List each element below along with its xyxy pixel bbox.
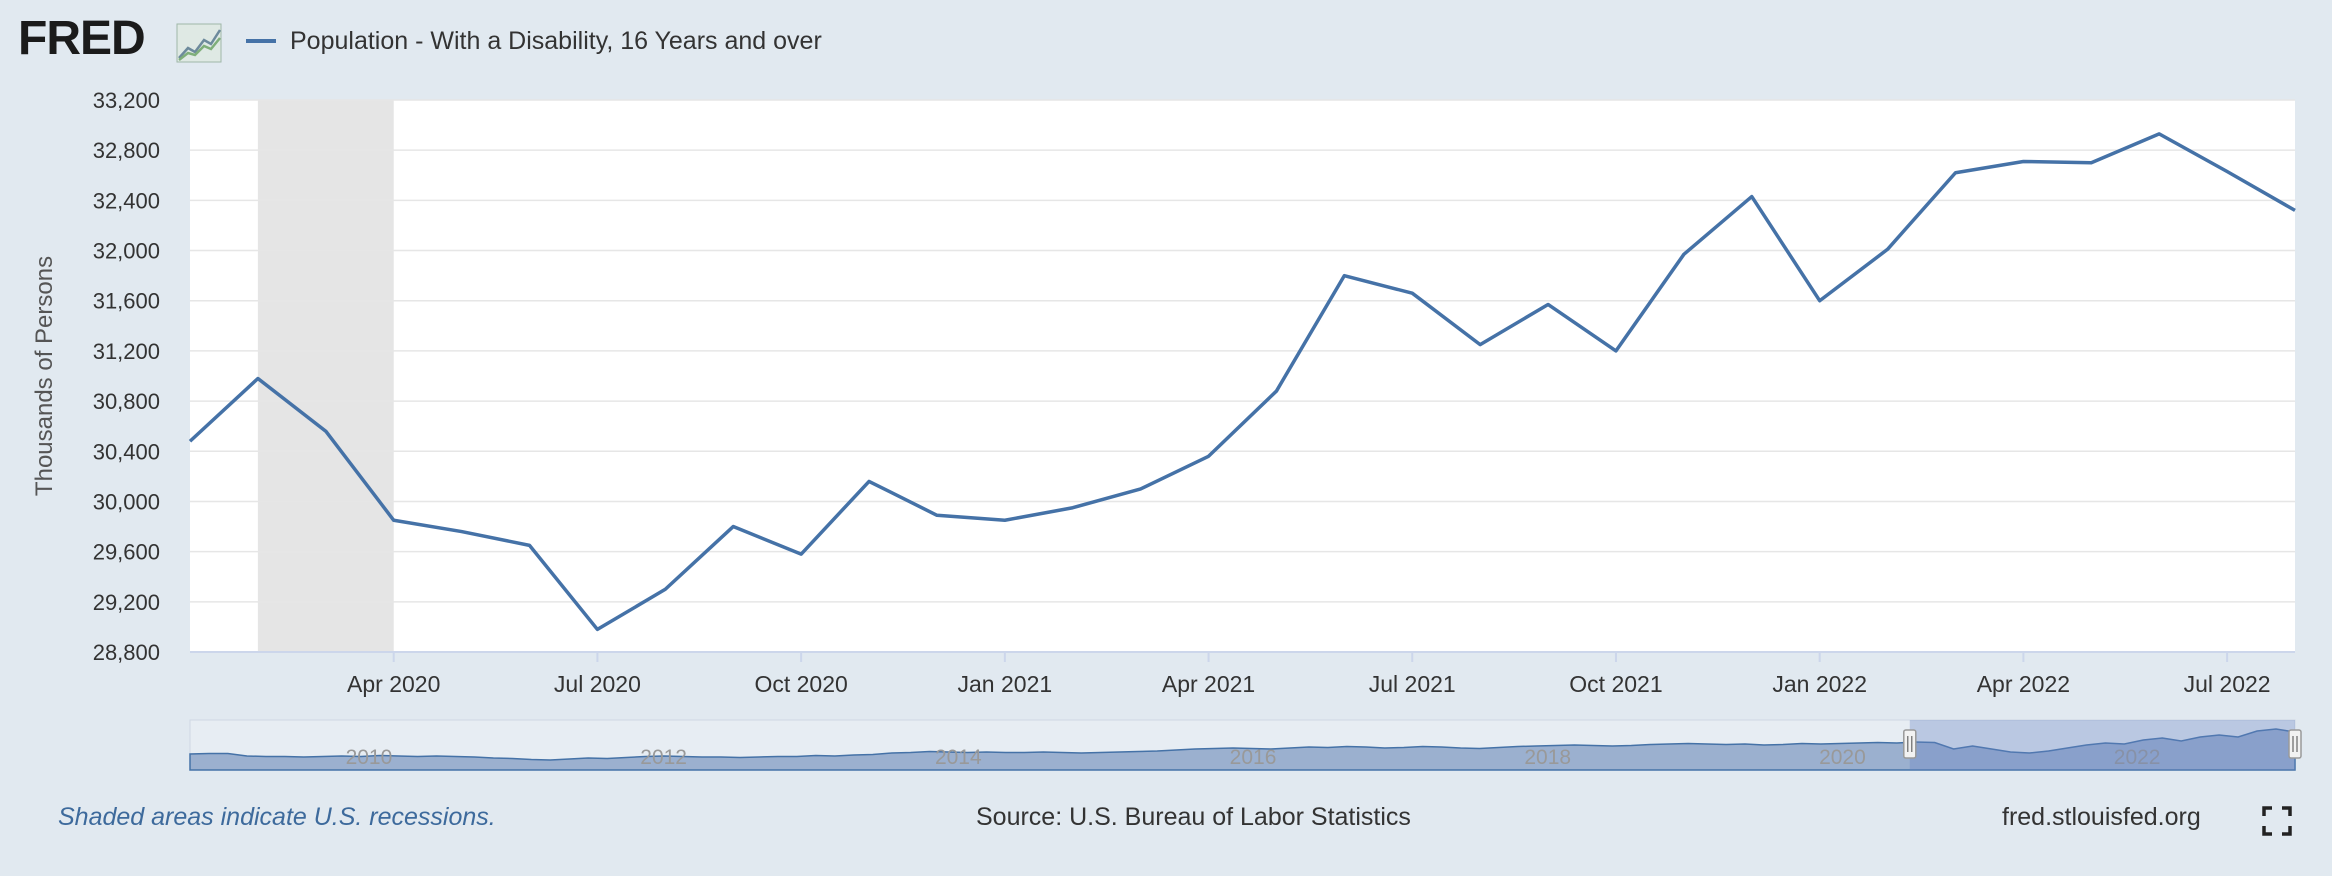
navigator-handle[interactable] bbox=[1903, 729, 1917, 759]
fred-logo-text: FRED bbox=[18, 12, 146, 65]
data-point bbox=[1070, 505, 1076, 511]
y-tick-label: 32,000 bbox=[93, 239, 160, 264]
site-link[interactable]: fred.stlouisfed.org bbox=[2002, 803, 2201, 831]
recession-note: Shaded areas indicate U.S. recessions. bbox=[58, 803, 496, 831]
y-tick-label: 31,600 bbox=[93, 289, 160, 314]
data-point bbox=[1138, 486, 1144, 492]
legend-series-label: Population - With a Disability, 16 Years… bbox=[290, 26, 822, 55]
x-tick-label: Apr 2020 bbox=[347, 671, 440, 697]
y-tick-label: 30,800 bbox=[93, 389, 160, 414]
navigator-year-label: 2014 bbox=[935, 746, 982, 769]
data-point bbox=[934, 512, 940, 518]
y-tick-label: 32,400 bbox=[93, 188, 160, 213]
navigator-series bbox=[189, 728, 2296, 771]
navigator-year-label: 2022 bbox=[2114, 746, 2161, 769]
data-point bbox=[391, 517, 397, 523]
y-tick-label: 29,200 bbox=[93, 590, 160, 615]
data-point bbox=[2088, 160, 2094, 166]
data-point bbox=[1817, 298, 1823, 304]
data-point bbox=[459, 529, 465, 535]
x-tick-label: Jul 2021 bbox=[1369, 671, 1456, 697]
navigator-year-label: 2012 bbox=[640, 746, 687, 769]
y-tick-label: 30,400 bbox=[93, 439, 160, 464]
recession-shade bbox=[257, 100, 394, 652]
navigator-year-label: 2020 bbox=[1819, 746, 1866, 769]
data-point bbox=[1749, 194, 1755, 200]
data-point bbox=[1613, 348, 1619, 354]
data-point bbox=[798, 551, 804, 557]
x-tick-label: Jul 2020 bbox=[554, 671, 641, 697]
legend-line-swatch bbox=[246, 39, 276, 43]
x-tick-label: Oct 2021 bbox=[1569, 671, 1662, 697]
data-point bbox=[1002, 517, 1008, 523]
data-point bbox=[323, 428, 329, 434]
data-point bbox=[2020, 158, 2026, 164]
data-point bbox=[1341, 273, 1347, 279]
data-point bbox=[594, 626, 600, 632]
data-point bbox=[1477, 342, 1483, 348]
navigator-year-label: 2018 bbox=[1524, 746, 1571, 769]
x-tick-label: Jul 2022 bbox=[2184, 671, 2271, 697]
data-point bbox=[187, 438, 193, 444]
y-tick-label: 28,800 bbox=[93, 640, 160, 665]
data-point bbox=[2224, 169, 2230, 175]
data-point bbox=[1545, 301, 1551, 307]
data-point bbox=[1681, 251, 1687, 257]
x-tick-label: Jan 2022 bbox=[1772, 671, 1867, 697]
data-point bbox=[2156, 131, 2162, 137]
data-point bbox=[1206, 453, 1212, 459]
y-tick-label: 31,200 bbox=[93, 339, 160, 364]
data-point bbox=[527, 542, 533, 548]
data-point bbox=[866, 478, 872, 484]
x-tick-label: Jan 2021 bbox=[958, 671, 1053, 697]
x-tick-label: Apr 2021 bbox=[1162, 671, 1255, 697]
data-point bbox=[730, 524, 736, 530]
fullscreen-icon[interactable] bbox=[2262, 806, 2292, 836]
x-tick-label: Apr 2022 bbox=[1977, 671, 2070, 697]
data-point bbox=[255, 376, 261, 382]
plot-background bbox=[190, 100, 2295, 652]
y-tick-label: 32,800 bbox=[93, 138, 160, 163]
data-source: Source: U.S. Bureau of Labor Statistics bbox=[976, 803, 1411, 831]
data-point bbox=[1885, 246, 1891, 252]
chart-legend: Population - With a Disability, 16 Years… bbox=[246, 20, 822, 62]
y-tick-label: 33,200 bbox=[93, 88, 160, 113]
series-line bbox=[188, 132, 2296, 632]
navigator-year-label: 2010 bbox=[346, 746, 393, 769]
fred-logo[interactable]: FRED bbox=[18, 12, 222, 66]
y-axis-title: Thousands of Persons bbox=[31, 256, 58, 496]
data-point bbox=[1952, 170, 1958, 176]
x-tick-label: Oct 2020 bbox=[754, 671, 847, 697]
navigator-selection bbox=[1909, 720, 2295, 770]
data-point bbox=[2292, 207, 2298, 213]
y-tick-label: 30,000 bbox=[93, 489, 160, 514]
data-point bbox=[1273, 388, 1279, 394]
data-point bbox=[662, 586, 668, 592]
fred-graph-icon bbox=[176, 23, 222, 63]
chart-area[interactable]: 28,800 29,200 29,600 30,000 30,400 30,800 31,2… bbox=[0, 0, 2332, 790]
navigator-year-label: 2016 bbox=[1230, 746, 1277, 769]
navigator-handle[interactable] bbox=[2288, 729, 2302, 759]
data-point bbox=[1409, 290, 1415, 296]
chart-header: FRED Population - With a Disability, 16 … bbox=[0, 0, 2332, 84]
y-tick-label: 29,600 bbox=[93, 540, 160, 565]
